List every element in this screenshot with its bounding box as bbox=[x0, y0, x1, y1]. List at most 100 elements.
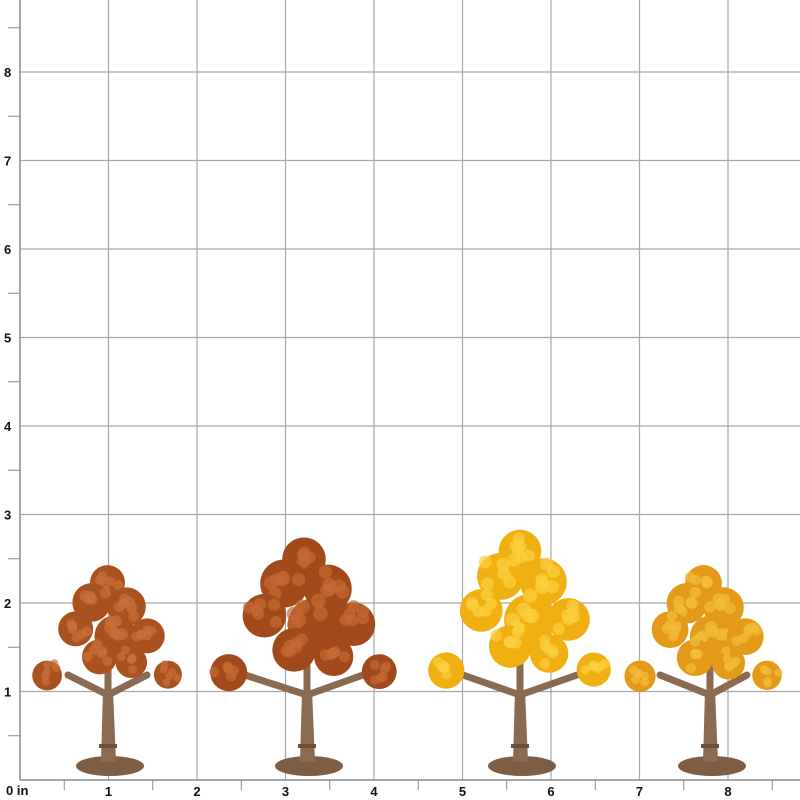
foliage-highlight bbox=[113, 580, 124, 590]
foliage-highlight bbox=[162, 678, 171, 687]
foliage-highlight bbox=[478, 555, 492, 569]
foliage-highlight bbox=[97, 571, 108, 581]
foliage-highlight bbox=[684, 572, 695, 583]
foliage-highlight bbox=[297, 548, 311, 562]
foliage-highlight bbox=[566, 599, 579, 612]
foliage-highlight bbox=[600, 658, 611, 668]
foliage-highlight bbox=[71, 632, 82, 643]
foliage-highlight bbox=[313, 606, 328, 622]
foliage-highlight bbox=[503, 575, 517, 589]
foliage-highlight bbox=[763, 667, 772, 676]
x-tick-label: 1 bbox=[105, 784, 112, 799]
foliage-highlight bbox=[117, 598, 129, 610]
foliage-highlight bbox=[744, 623, 755, 634]
trunk-ring bbox=[99, 744, 117, 748]
y-tick-label: 8 bbox=[4, 65, 11, 80]
foliage-highlight bbox=[356, 605, 369, 618]
foliage-highlight bbox=[280, 644, 293, 657]
rust-tree-small bbox=[32, 565, 182, 776]
y-tick-label: 3 bbox=[4, 508, 11, 523]
foliage-highlight bbox=[705, 625, 719, 638]
foliage-highlight bbox=[128, 665, 138, 674]
foliage-highlight bbox=[295, 599, 310, 614]
foliage-highlight bbox=[82, 626, 92, 637]
x-tick-label: 6 bbox=[547, 784, 554, 799]
foliage-highlight bbox=[67, 621, 78, 631]
foliage-highlight bbox=[105, 616, 117, 629]
foliage-highlight bbox=[86, 593, 98, 605]
trunk-ring bbox=[511, 744, 529, 748]
y-tick-label: 4 bbox=[4, 419, 12, 434]
foliage-highlight bbox=[701, 578, 712, 589]
y-tick-label: 2 bbox=[4, 596, 11, 611]
foliage-highlight bbox=[731, 635, 742, 646]
foliage-highlight bbox=[545, 580, 559, 594]
tree-trunk bbox=[703, 690, 718, 762]
trunk-ring bbox=[298, 744, 316, 748]
foliage-highlight bbox=[318, 565, 332, 579]
tree-trunk bbox=[300, 690, 315, 762]
foliage-highlight bbox=[291, 572, 306, 587]
foliage-highlight bbox=[339, 651, 350, 663]
foliage-highlight bbox=[100, 587, 111, 599]
foliage-highlight bbox=[540, 557, 554, 571]
x-tick-label: 7 bbox=[636, 784, 643, 799]
foliage-highlight bbox=[311, 593, 326, 609]
foliage-highlight bbox=[52, 663, 61, 673]
foliage-highlight bbox=[552, 622, 565, 635]
x-tick-label: 4 bbox=[370, 784, 378, 799]
y-tick-label: 7 bbox=[4, 154, 11, 169]
foliage-highlight bbox=[731, 656, 741, 666]
foliage-highlight bbox=[253, 597, 266, 611]
foliage-highlight bbox=[721, 646, 731, 656]
foliage-highlight bbox=[142, 625, 153, 636]
foliage-highlight bbox=[263, 576, 278, 590]
x-tick-label: 2 bbox=[193, 784, 200, 799]
foliage-highlight bbox=[673, 602, 685, 615]
yellow-tree bbox=[428, 529, 611, 776]
foliage-highlight bbox=[92, 639, 102, 649]
foliage-highlight bbox=[686, 597, 698, 609]
foliage-highlight bbox=[671, 620, 682, 632]
foliage-highlight bbox=[116, 652, 126, 662]
foliage-highlight bbox=[689, 586, 701, 599]
foliage-highlight bbox=[561, 608, 574, 621]
foliage-highlight bbox=[704, 601, 716, 613]
tree-trunk bbox=[513, 690, 528, 762]
foliage-highlight bbox=[490, 629, 503, 642]
foliage-highlight bbox=[332, 579, 346, 593]
tree-base bbox=[275, 756, 343, 776]
foliage-highlight bbox=[128, 610, 140, 622]
foliage-highlight bbox=[689, 636, 701, 647]
foliage-highlight bbox=[102, 656, 113, 667]
foliage-highlight bbox=[116, 628, 128, 640]
foliage-highlight bbox=[511, 625, 524, 638]
foliage-highlight bbox=[724, 602, 736, 615]
rust-tree-large bbox=[209, 537, 397, 776]
foliage-highlight bbox=[534, 581, 549, 595]
foliage-highlight bbox=[480, 577, 495, 591]
foliage-highlight bbox=[269, 615, 282, 629]
x-tick-label: 5 bbox=[459, 784, 466, 799]
foliage-highlight bbox=[168, 668, 176, 676]
tree-base bbox=[76, 756, 144, 776]
foliage-highlight bbox=[209, 666, 220, 678]
foliage-highlight bbox=[159, 665, 168, 674]
x-tick-label: 8 bbox=[724, 784, 731, 799]
foliage-highlight bbox=[82, 651, 93, 662]
foliage-highlight bbox=[41, 672, 50, 681]
foliage-highlight bbox=[685, 662, 697, 674]
foliage-highlight bbox=[127, 653, 137, 663]
foliage-highlight bbox=[369, 660, 380, 670]
foliage-highlight bbox=[661, 623, 672, 634]
foliage-highlight bbox=[522, 588, 538, 603]
foliage-highlight bbox=[580, 665, 591, 675]
foliage-highlight bbox=[513, 532, 526, 545]
y-tick-label: 6 bbox=[4, 242, 11, 257]
foliage-highlight bbox=[592, 663, 603, 674]
tree-base bbox=[488, 756, 556, 776]
tree-trunk bbox=[101, 690, 116, 762]
foliage-highlight bbox=[479, 604, 492, 617]
foliage-highlight bbox=[507, 553, 521, 567]
